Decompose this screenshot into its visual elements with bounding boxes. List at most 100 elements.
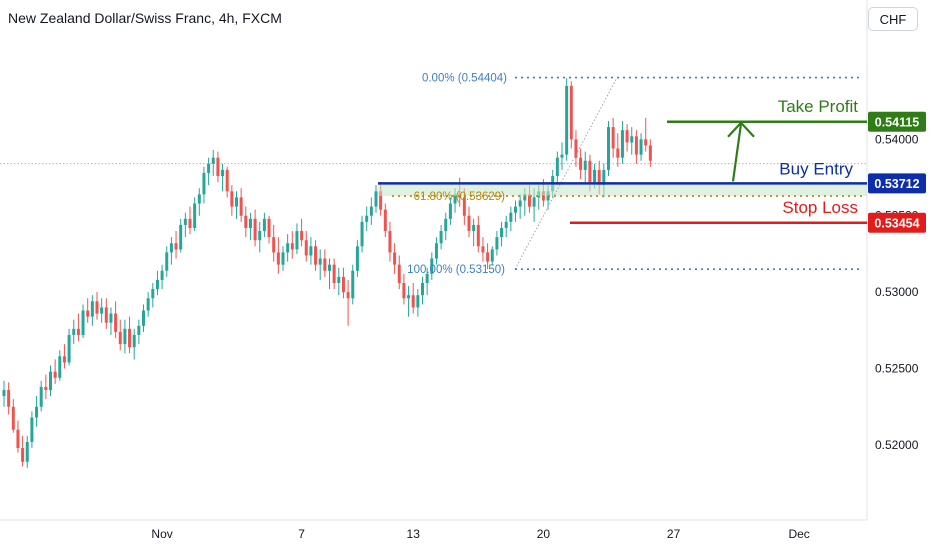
candle-body [369, 206, 373, 216]
candle-body [155, 279, 159, 290]
candle-body [462, 197, 466, 216]
time-tick-label: Nov [151, 527, 172, 541]
candle-body [276, 252, 280, 265]
price-tick-label: 0.52000 [875, 438, 919, 452]
stop-loss-price-tag[interactable] [868, 212, 926, 233]
candle-body [574, 139, 578, 158]
candle-body [425, 273, 429, 283]
candle-body [579, 157, 583, 170]
candle-body [53, 371, 57, 378]
candle-body [81, 310, 85, 335]
candle-body [58, 356, 62, 378]
candle-body [388, 231, 392, 253]
candle-body [509, 212, 513, 222]
candle-body [11, 406, 15, 430]
candle-body [169, 243, 173, 253]
candle-body [21, 448, 25, 462]
price-tick-label: 0.53000 [875, 285, 919, 299]
candle-body [118, 331, 122, 345]
candle-body [49, 371, 52, 390]
candle-body [416, 295, 420, 308]
candle-body [346, 292, 350, 299]
candle-body [230, 191, 234, 207]
candle-body [611, 127, 615, 149]
candle-body [202, 172, 206, 195]
candle-body [402, 282, 406, 299]
candle-body [314, 246, 318, 265]
candle-body [518, 200, 522, 207]
candle-body [90, 301, 94, 317]
fib-level-0-label: 0.00% (0.54404) [422, 73, 507, 85]
candle-body [100, 307, 104, 314]
candle-body [453, 194, 457, 204]
candle-body [355, 246, 359, 271]
candle-body [500, 227, 504, 238]
price-axis[interactable]: 0.520000.525000.530000.535000.540000.541… [868, 111, 926, 452]
candle-body [221, 169, 225, 177]
candle-body [235, 197, 238, 207]
fib-trend-line [514, 77, 618, 270]
candle-body [481, 246, 485, 253]
candle-body [62, 356, 66, 363]
take-profit-label: Take Profit [778, 97, 859, 116]
candle-body [86, 310, 90, 317]
time-tick-label: 27 [667, 527, 681, 541]
candle-body [258, 231, 262, 241]
candle-body [286, 243, 290, 253]
candle-body [434, 243, 438, 259]
candle-body [486, 252, 490, 262]
time-tick-label: 13 [407, 527, 421, 541]
time-tick-label: 20 [537, 527, 551, 541]
candle-body [523, 194, 527, 201]
candle-body [476, 224, 480, 247]
time-axis[interactable]: Nov7132027Dec11 [151, 527, 932, 541]
candle-body [30, 417, 34, 442]
price-tick-label: 0.52500 [875, 362, 919, 376]
buy-entry-label: Buy Entry [779, 159, 853, 178]
candle-body [323, 258, 327, 271]
candle-body [532, 197, 536, 207]
candle-body [309, 246, 313, 256]
candle-body [337, 276, 341, 283]
candle-body [444, 218, 448, 232]
candle-body [328, 264, 331, 271]
candle-body [142, 310, 145, 326]
candle-body [216, 157, 220, 177]
candle-body [207, 163, 211, 173]
candle-body [248, 218, 252, 228]
candle-body [211, 157, 215, 164]
candle-body [565, 85, 569, 155]
time-tick-label: Dec [788, 527, 809, 541]
candle-body [109, 313, 113, 323]
candle-body [514, 206, 517, 213]
candle-body [76, 328, 80, 335]
candle-body [630, 136, 634, 143]
overlays-group: 0.00% (0.54404) 61.80% (0.53629) 100.00% (… [0, 73, 867, 276]
currency-button[interactable]: CHF [868, 7, 918, 31]
candle-body [407, 295, 411, 299]
candles-group [2, 78, 652, 468]
take-profit-price-tag[interactable] [868, 111, 926, 132]
candle-body [44, 386, 48, 390]
candle-body [179, 224, 183, 250]
candle-body [123, 328, 127, 345]
candle-body [341, 276, 345, 293]
entry-zone [378, 183, 867, 197]
candle-body [648, 145, 652, 161]
candle-body [644, 139, 648, 146]
candle-body [421, 282, 424, 296]
candle-body [67, 334, 71, 363]
candle-body [634, 136, 638, 155]
candle-body [304, 240, 308, 256]
candle-body [332, 264, 336, 283]
buy-entry-price-tag-label: 0.53712 [874, 177, 919, 191]
candle-body [160, 270, 164, 280]
candle-body [290, 243, 294, 250]
candle-body [602, 169, 606, 186]
candle-body [597, 169, 601, 186]
candle-body [467, 215, 471, 232]
buy-entry-price-tag[interactable] [868, 173, 926, 194]
candle-body [151, 289, 155, 299]
candle-body [583, 160, 587, 170]
